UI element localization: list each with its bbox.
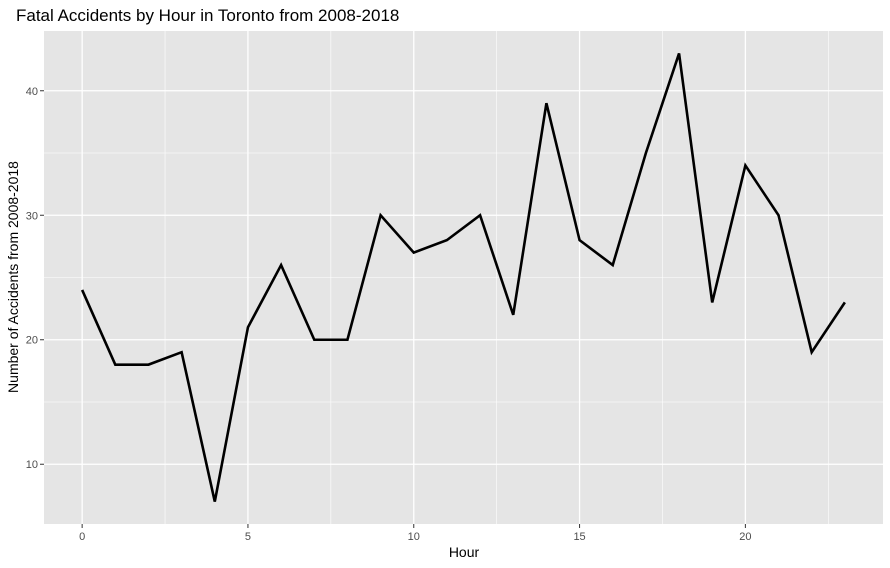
x-axis-title: Hour xyxy=(449,544,480,560)
y-axis-ticks: 10 20 30 40 xyxy=(26,86,44,471)
x-tick-label: 0 xyxy=(79,531,85,543)
y-tick-label: 10 xyxy=(26,459,38,471)
y-tick-label: 20 xyxy=(26,335,38,347)
x-tick-label: 15 xyxy=(573,531,585,543)
x-tick-label: 10 xyxy=(408,531,420,543)
y-tick-label: 40 xyxy=(26,86,38,98)
x-tick-label: 5 xyxy=(245,531,251,543)
series-layer xyxy=(80,52,846,502)
y-axis-title: Number of Accidents from 2008-2018 xyxy=(5,161,21,393)
chart-title: Fatal Accidents by Hour in Toronto from … xyxy=(16,6,399,25)
x-axis-ticks: 0 5 10 15 20 xyxy=(79,524,752,543)
series-line xyxy=(80,52,846,502)
gridlines xyxy=(44,31,883,524)
y-tick-label: 30 xyxy=(26,210,38,222)
x-tick-label: 20 xyxy=(739,531,751,543)
